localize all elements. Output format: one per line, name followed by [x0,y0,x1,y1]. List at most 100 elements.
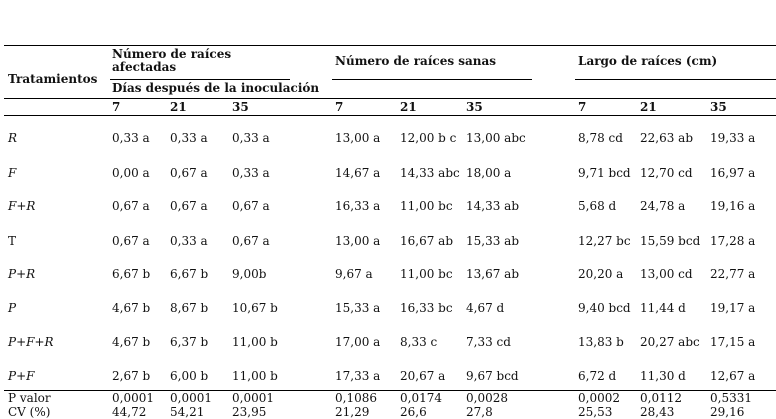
day-header: 7 [112,100,121,114]
cell: 17,00 a [335,335,381,349]
cell: 2,67 b [112,369,151,383]
treatment: P+F [8,369,35,383]
cell: 0,67 a [112,199,150,213]
cell: 18,00 a [466,166,512,180]
stat-cell: 0,0112 [640,391,682,405]
cell: 0,67 a [232,199,270,213]
cell: 15,59 bcd [640,234,701,248]
day-header: 35 [466,100,483,114]
rule [110,79,290,80]
stat-cell: 0,5331 [710,391,752,405]
cell: 8,33 c [400,335,438,349]
cell: 0,33 a [112,131,150,145]
stat-cell: 0,0002 [578,391,620,405]
rule [4,98,776,99]
cell: 20,67 a [400,369,446,383]
stat-cell: 29,16 [710,405,745,419]
cell: 13,00 cd [640,267,693,281]
cell: 9,40 bcd [578,301,631,315]
cell: 9,71 bcd [578,166,631,180]
stat-cell: 0,0001 [112,391,154,405]
stat-cell: 0,0028 [466,391,508,405]
cell: 8,67 b [170,301,209,315]
cell: 6,67 b [170,267,209,281]
rule [575,79,776,80]
cell: 13,00 a [335,234,381,248]
stat-cell: 44,72 [112,405,147,419]
cell: 4,67 b [112,335,151,349]
cell: 12,70 cd [640,166,693,180]
cell: 0,33 a [170,234,208,248]
stat-cell: 54,21 [170,405,205,419]
cell: 6,67 b [112,267,151,281]
stat-cell: 0,0174 [400,391,442,405]
day-header: 21 [170,100,187,114]
stat-cell: 0,0001 [170,391,212,405]
cell: 20,27 abc [640,335,700,349]
stat-cell: 26,6 [400,405,427,419]
rule [4,115,776,116]
cell: 15,33 a [335,301,381,315]
cell: 16,33 a [335,199,381,213]
cell: 12,00 b c [400,131,457,145]
cell: 4,67 b [112,301,151,315]
cell: 19,16 a [710,199,756,213]
stat-cell: 21,29 [335,405,370,419]
stat-cell: 0,0001 [232,391,274,405]
cell: 8,78 cd [578,131,623,145]
cell: 12,27 bc [578,234,631,248]
cell: 11,00 b [232,335,278,349]
rule [4,390,776,391]
cell: 9,67 bcd [466,369,519,383]
cell: 11,30 d [640,369,686,383]
days-header: Días después de la inoculación [112,81,320,95]
group-header: Largo de raíces (cm) [578,54,718,68]
cell: 7,33 cd [466,335,511,349]
cell: 0,67 a [112,234,150,248]
cell: 11,44 d [640,301,686,315]
cell: 9,67 a [335,267,373,281]
cell: 15,33 ab [466,234,520,248]
cell: 17,33 a [335,369,381,383]
cell: 6,00 b [170,369,209,383]
cell: 14,67 a [335,166,381,180]
cell: 0,00 a [112,166,150,180]
cell: 0,67 a [170,166,208,180]
cell: 13,67 ab [466,267,520,281]
header-label: Tratamientos [8,72,98,86]
day-header: 35 [710,100,727,114]
day-header: 21 [400,100,417,114]
cell: 19,33 a [710,131,756,145]
cell: 10,67 b [232,301,278,315]
cell: 14,33 ab [466,199,520,213]
cell: 0,67 a [232,234,270,248]
cell: 0,67 a [170,199,208,213]
stat-label: P valor [8,391,51,405]
cell: 19,17 a [710,301,756,315]
day-header: 35 [232,100,249,114]
cell: 22,77 a [710,267,756,281]
rule [4,45,776,46]
cell: 14,33 abc [400,166,460,180]
stat-cell: 23,95 [232,405,267,419]
treatment: F [8,166,17,180]
cell: 16,97 a [710,166,756,180]
treatment: P+F+R [8,335,54,349]
cell: 5,68 d [578,199,617,213]
cell: 16,67 ab [400,234,454,248]
cell: 16,33 bc [400,301,453,315]
cell: 0,33 a [232,131,270,145]
cell: 6,37 b [170,335,209,349]
day-header: 21 [640,100,657,114]
treatment: P+R [8,267,36,281]
stat-cell: 28,43 [640,405,675,419]
cell: 12,67 a [710,369,756,383]
treatment: F+R [8,199,36,213]
cell: 17,28 a [710,234,756,248]
day-header: 7 [578,100,587,114]
rule [332,79,532,80]
cell: 11,00 b [232,369,278,383]
cell: 4,67 d [466,301,505,315]
cell: 11,00 bc [400,267,453,281]
